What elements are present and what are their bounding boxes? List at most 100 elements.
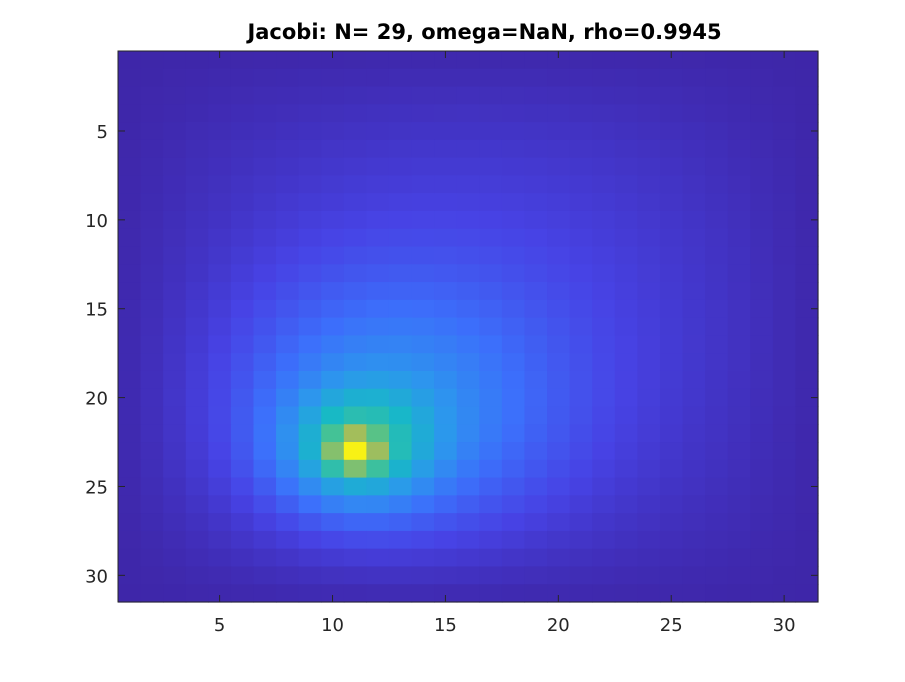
heatmap-cell (705, 530, 729, 550)
heatmap-cell (772, 442, 797, 461)
heatmap-cell (298, 424, 322, 443)
heatmap-cell (140, 495, 164, 514)
heatmap-cell (682, 477, 706, 496)
heatmap-cell (750, 193, 774, 212)
heatmap-cell (637, 335, 661, 354)
heatmap-cell (366, 210, 390, 230)
heatmap-cell (343, 246, 367, 265)
heatmap-cell (208, 68, 232, 88)
heatmap-cell (230, 388, 255, 408)
heatmap-cell (479, 175, 503, 194)
heatmap-cell (388, 122, 413, 141)
heatmap-cell (547, 122, 571, 141)
heatmap-cell (343, 566, 367, 585)
heatmap-cell (524, 477, 548, 496)
heatmap-cell (524, 122, 548, 141)
heatmap-cell (479, 68, 503, 88)
heatmap-cell (592, 317, 616, 336)
heatmap-cell (434, 299, 458, 319)
heatmap-cell (524, 86, 548, 105)
heatmap-cell (456, 68, 480, 88)
heatmap-cell (185, 104, 209, 123)
heatmap-cell (637, 193, 661, 212)
heatmap-cell (185, 566, 209, 585)
heatmap-cell (163, 406, 187, 425)
heatmap-cell (140, 442, 164, 461)
heatmap-cell (253, 193, 277, 212)
heatmap-cell (434, 246, 458, 265)
heatmap-cell (276, 548, 300, 568)
heatmap-cell (118, 459, 142, 479)
heatmap-cell (705, 157, 729, 177)
heatmap-cell (118, 228, 142, 248)
heatmap-cell (750, 335, 774, 354)
heatmap-cell (388, 442, 413, 461)
heatmap-cell (343, 228, 367, 248)
heatmap-cell (276, 299, 300, 319)
heatmap-cell (772, 353, 797, 372)
heatmap-cell (659, 477, 684, 496)
heatmap-cell (592, 175, 616, 194)
heatmap-cell (411, 193, 435, 212)
heatmap-cell (208, 282, 232, 301)
heatmap-cell (163, 353, 187, 372)
x-tick-label: 25 (660, 615, 683, 636)
heatmap-cell (682, 282, 706, 301)
heatmap-cell (501, 566, 526, 585)
heatmap-cell (501, 459, 526, 479)
heatmap-cell (388, 388, 413, 408)
heatmap-cell (772, 495, 797, 514)
heatmap-cell (524, 353, 548, 372)
heatmap-cell (140, 139, 164, 159)
heatmap-cell (140, 548, 164, 568)
heatmap-cell (750, 68, 774, 88)
heatmap-cell (253, 104, 277, 123)
heatmap-cell (230, 86, 255, 105)
heatmap-cell (456, 193, 480, 212)
y-tick-label: 10 (85, 211, 108, 232)
heatmap-cell (795, 86, 819, 105)
heatmap-cell (208, 193, 232, 212)
heatmap-cell (321, 122, 345, 141)
heatmap-cell (321, 513, 345, 532)
heatmap-cell (185, 299, 209, 319)
heatmap-cell (253, 86, 277, 105)
heatmap-cell (388, 51, 413, 70)
heatmap-cell (479, 442, 503, 461)
heatmap-cell (772, 370, 797, 390)
heatmap-cell (637, 299, 661, 319)
heatmap-cell (118, 477, 142, 496)
heatmap-cell (456, 51, 480, 70)
heatmap-cell (727, 122, 751, 141)
heatmap-cell (524, 175, 548, 194)
heatmap-cell (388, 157, 413, 177)
heatmap-cell (118, 566, 142, 585)
heatmap-cell (750, 157, 774, 177)
heatmap-cell (750, 122, 774, 141)
heatmap-cell (411, 370, 435, 390)
heatmap-cell (592, 566, 616, 585)
heatmap-cell (569, 228, 593, 248)
heatmap-cell (524, 406, 548, 425)
heatmap-cell (343, 193, 367, 212)
heatmap-cell (524, 264, 548, 283)
heatmap-cell (659, 175, 684, 194)
heatmap-cell (366, 175, 390, 194)
heatmap-cell (298, 335, 322, 354)
heatmap-cell (637, 477, 661, 496)
heatmap-cell (456, 406, 480, 425)
heatmap-cell (727, 370, 751, 390)
heatmap-cell (501, 353, 526, 372)
heatmap-cell (118, 406, 142, 425)
heatmap-cell (185, 51, 209, 70)
heatmap-cell (434, 210, 458, 230)
heatmap-cell (140, 210, 164, 230)
heatmap-cell (750, 477, 774, 496)
heatmap-cell (795, 282, 819, 301)
heatmap-cell (163, 282, 187, 301)
heatmap-cell (772, 228, 797, 248)
heatmap-cell (705, 122, 729, 141)
heatmap-cell (388, 246, 413, 265)
heatmap-cell (230, 370, 255, 390)
heatmap-cell (321, 264, 345, 283)
